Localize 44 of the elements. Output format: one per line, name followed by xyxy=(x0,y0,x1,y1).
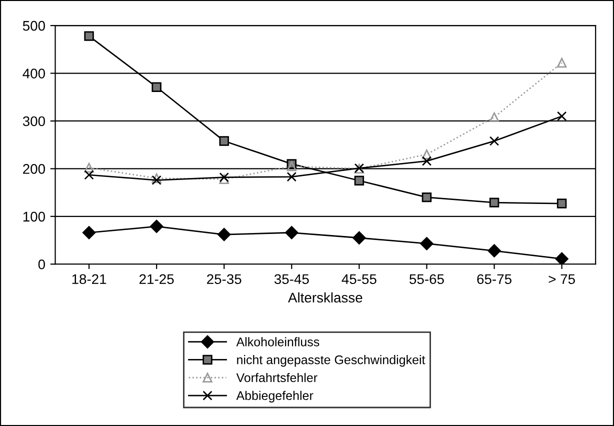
legend-label: Vorfahrtsfehler xyxy=(236,372,318,382)
point xyxy=(556,58,567,68)
point xyxy=(555,252,568,264)
point xyxy=(488,244,501,258)
x-tick-label: 18-21 xyxy=(72,274,106,284)
x-tick-label: 55-65 xyxy=(410,274,444,284)
point xyxy=(218,228,231,242)
x-tick-label: > 75 xyxy=(548,274,575,284)
point xyxy=(286,161,297,172)
legend-label: nicht angepasste Geschwindigkeit xyxy=(237,355,426,367)
y-tick-label: 300 xyxy=(22,116,45,126)
y-tick-label: 200 xyxy=(23,164,45,174)
legend-label: Abbiegefehler xyxy=(236,390,314,402)
point xyxy=(489,112,500,122)
point xyxy=(150,220,164,234)
y-tick-label: 0 xyxy=(38,259,45,270)
point xyxy=(152,82,162,92)
point xyxy=(286,172,297,182)
point xyxy=(352,231,366,244)
legend-label: Alkoholeinfluss xyxy=(236,337,320,346)
point xyxy=(556,198,567,208)
y-tick-label: 100 xyxy=(23,212,45,222)
point xyxy=(489,198,500,208)
point xyxy=(422,156,432,166)
x-tick-label: 45-55 xyxy=(342,274,376,284)
point xyxy=(420,237,434,250)
x-tick-label: 25-35 xyxy=(207,274,242,284)
point xyxy=(422,192,432,202)
x-tick-label: 21-25 xyxy=(140,274,174,284)
y-tick-label: 400 xyxy=(22,68,45,78)
point xyxy=(84,170,94,180)
point xyxy=(84,162,94,173)
point xyxy=(84,31,94,41)
y-tick-label: 500 xyxy=(22,20,45,31)
point xyxy=(489,136,500,146)
point xyxy=(556,111,567,122)
x-axis-title: Altersklasse xyxy=(288,292,362,303)
point xyxy=(219,136,229,146)
x-tick-label: 35-45 xyxy=(274,274,309,284)
point xyxy=(422,150,432,160)
x-tick-label: 65-75 xyxy=(477,274,512,284)
point xyxy=(354,176,364,186)
point xyxy=(82,226,96,240)
point xyxy=(285,226,298,240)
